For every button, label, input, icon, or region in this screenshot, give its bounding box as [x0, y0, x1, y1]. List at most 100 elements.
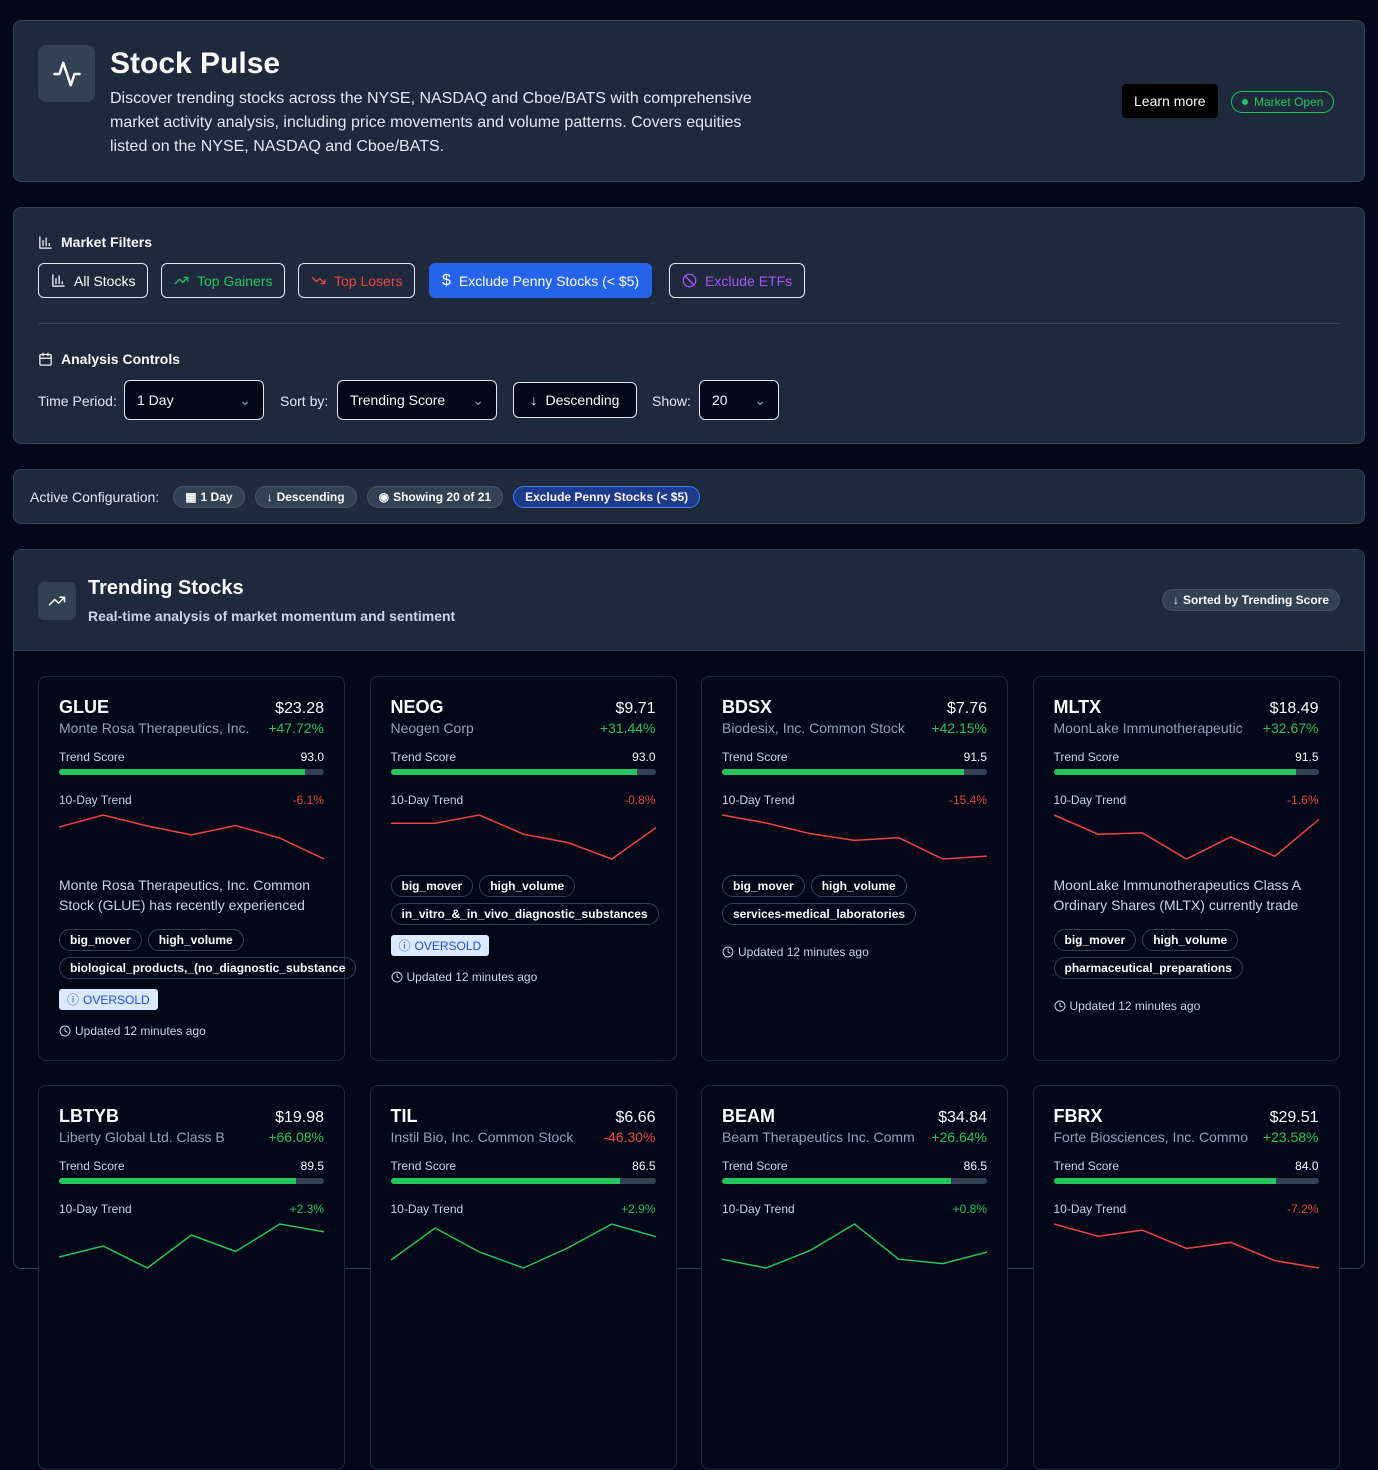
chip-text: Descending — [276, 489, 345, 504]
sparkline — [390, 814, 656, 860]
tag: big_mover — [1053, 929, 1137, 951]
stock-card[interactable]: LBTYB $19.98 Liberty Global Ltd. Class B +6… — [38, 1085, 345, 1470]
score-row: Trend Score 84.0 — [1054, 1159, 1319, 1173]
updated-text: Updated 12 minutes ago — [738, 945, 869, 959]
tag: high_volume — [810, 875, 907, 897]
stock-card[interactable]: BEAM $34.84 Beam Therapeutics Inc. Comm +26… — [701, 1085, 1008, 1470]
score-bar — [1053, 769, 1296, 775]
trend-label: 10-Day Trend — [1053, 793, 1127, 807]
score-label: Trend Score — [1053, 750, 1120, 764]
stock-card[interactable]: FBRX $29.51 Forte Biosciences, Inc. Commo +… — [1032, 1085, 1340, 1470]
sparkline — [59, 1223, 324, 1269]
learn-more-button[interactable]: Learn more — [1122, 84, 1218, 118]
stock-card[interactable]: MLTX $18.49 MoonLake Immunotherapeutic +32.… — [1032, 676, 1340, 1061]
score-bar — [59, 1178, 297, 1184]
show-select[interactable]: 20 ⌄ — [699, 380, 779, 420]
trend-row: 10-Day Trend +2.3% — [59, 1202, 324, 1216]
score-track — [722, 769, 987, 775]
stock-card[interactable]: TIL $6.66 Instil Bio, Inc. Common Stock -46… — [369, 1085, 677, 1470]
control-label: Time Period: — [38, 393, 117, 409]
filter-label: All Stocks — [74, 272, 136, 289]
score-row: Trend Score 89.5 — [59, 1159, 324, 1173]
card-subheader: MoonLake Immunotherapeutic +32.67% — [1054, 720, 1319, 736]
stock-card[interactable]: NEOG $9.71 Neogen Corp +31.44% Trend Score 93… — [369, 676, 677, 1061]
filter-button[interactable]: $ Exclude Penny Stocks (< $5) — [429, 263, 653, 298]
trend-label: 10-Day Trend — [390, 1202, 464, 1216]
status-badge: ⓘ OVERSOLD — [390, 935, 490, 956]
status-text: Market Open — [1254, 95, 1324, 109]
time-period-select[interactable]: 1 Day ⌄ — [124, 380, 264, 420]
filter-button[interactable]: All Stocks — [38, 263, 149, 298]
filter-button[interactable]: Top Gainers — [161, 263, 286, 298]
tags: big_mover high_volume biological_products,… — [59, 929, 357, 985]
card-subheader: Beam Therapeutics Inc. Comm +26.64% — [722, 1129, 987, 1145]
analysis-title: Analysis Controls — [61, 351, 181, 367]
company-name: Liberty Global Ltd. Class B — [59, 1129, 225, 1145]
card-header: BEAM $34.84 — [722, 1106, 987, 1127]
chip-text: Showing 20 of 21 — [393, 489, 492, 504]
score-value: 86.5 — [963, 1159, 987, 1173]
change: +31.44% — [599, 720, 656, 736]
card-header: GLUE $23.28 — [59, 697, 324, 718]
symbol: FBRX — [1053, 1106, 1103, 1126]
tags: big_mover high_volume services-medical_lab… — [722, 875, 987, 931]
sort-badge: ↓ Sorted by Trending Score — [1161, 589, 1340, 611]
tag: big_mover — [59, 929, 142, 951]
card-header: MLTX $18.49 — [1054, 697, 1319, 718]
score-track — [1053, 1178, 1319, 1184]
trend-line — [1053, 814, 1319, 860]
config-chip: ↓ Descending — [254, 485, 357, 508]
clock-icon — [391, 971, 402, 983]
change: +66.08% — [268, 1129, 324, 1145]
trend-change: -15.4% — [948, 793, 987, 807]
trend-line — [59, 814, 324, 860]
clock-icon — [1054, 1000, 1065, 1012]
tags: big_mover high_volume pharmaceutical_prepa… — [1053, 929, 1319, 985]
card-header: BDSX $7.76 — [722, 697, 987, 718]
filter-label: Exclude Penny Stocks (< $5) — [458, 272, 640, 289]
tag: services-medical_laboratories — [722, 903, 917, 925]
select-value: 20 — [712, 392, 728, 408]
badge-text: OVERSOLD — [83, 992, 150, 1007]
sparkline — [59, 814, 324, 860]
control-label: Show: — [652, 393, 691, 409]
score-label: Trend Score — [1053, 1159, 1120, 1173]
stock-card[interactable]: GLUE $23.28 Monte Rosa Therapeutics, Inc. +… — [38, 676, 357, 1061]
tag: pharmaceutical_preparations — [1053, 957, 1243, 979]
price: $34.84 — [938, 1109, 987, 1126]
config-chip: ▦ 1 Day — [173, 485, 245, 508]
status-badge: ⓘ OVERSOLD — [59, 989, 158, 1010]
updated-text: Updated 12 minutes ago — [1069, 999, 1201, 1013]
tag: in_vitro_&_in_vivo_diagnostic_substances — [390, 903, 659, 925]
trend-label: 10-Day Trend — [390, 793, 464, 807]
app-title: Stock Pulse — [110, 47, 281, 80]
price: $18.49 — [1269, 700, 1319, 717]
sort-select[interactable]: Trending Score ⌄ — [337, 380, 497, 420]
config-chip: Exclude Penny Stocks (< $5) — [513, 485, 701, 508]
score-row: Trend Score 86.5 — [391, 1159, 656, 1173]
symbol: LBTYB — [59, 1106, 119, 1126]
tag: high_volume — [1142, 929, 1239, 951]
order-button[interactable]: ↓ Descending — [513, 382, 637, 418]
change: +32.67% — [1262, 720, 1319, 736]
score-track — [390, 769, 656, 775]
company-name: Monte Rosa Therapeutics, Inc. — [59, 720, 250, 736]
trend-change: -0.8% — [624, 793, 656, 807]
chip-text: 1 Day — [200, 489, 233, 504]
filter-button[interactable]: Exclude ETFs — [669, 263, 806, 298]
badge-text: Sorted by Trending Score — [1182, 593, 1329, 607]
trend-line — [722, 814, 987, 860]
price: $29.51 — [1269, 1109, 1319, 1126]
card-subheader: Monte Rosa Therapeutics, Inc. +47.72% — [59, 720, 324, 736]
card-header: TIL $6.66 — [391, 1106, 656, 1127]
order-label: Descending — [545, 392, 620, 408]
trend-row: 10-Day Trend -1.6% — [1054, 793, 1319, 807]
score-label: Trend Score — [722, 1159, 788, 1173]
updated: Updated 12 minutes ago — [391, 970, 656, 984]
trend-change: +0.8% — [952, 1202, 987, 1216]
filter-button[interactable]: Top Losers — [298, 263, 416, 298]
stock-card[interactable]: BDSX $7.76 Biodesix, Inc. Common Stock +42.… — [701, 676, 1008, 1061]
card-header: LBTYB $19.98 — [59, 1106, 324, 1127]
score-value: 84.0 — [1295, 1159, 1319, 1173]
trend-row: 10-Day Trend -7.2% — [1054, 1202, 1319, 1216]
